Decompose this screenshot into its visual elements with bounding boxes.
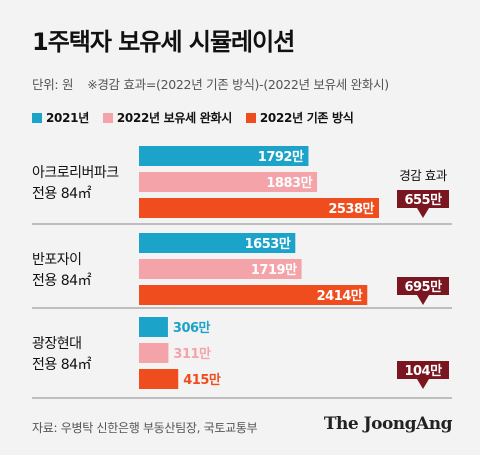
bar-2021 <box>139 233 296 253</box>
data-label-2022-existing: 2414만 <box>317 288 363 304</box>
bar-2022-relief <box>139 343 169 363</box>
bar-2021 <box>139 146 309 166</box>
chart-title: 1주택자 보유세 시뮬레이션 <box>32 28 295 56</box>
bar-2022-relief <box>139 259 302 279</box>
legend-swatch-2022-existing <box>245 113 256 123</box>
legend-swatch-2022-relief <box>102 113 113 123</box>
source-note: 자료: 우병탁 신한은행 부동산팀장, 국토교통부 <box>32 421 258 435</box>
category-sublabel: 전용 84㎡ <box>32 186 92 202</box>
data-label-2022-relief: 1883만 <box>266 175 312 191</box>
reduction-value: 104만 <box>404 363 442 379</box>
chart-subtitle: 단위: 원 ※경감 효과=(2022년 기존 방식)-(2022년 보유세 완화시… <box>32 74 389 93</box>
data-label-2022-relief: 1719만 <box>251 262 297 278</box>
category-label: 아크로리버파크 <box>32 165 119 181</box>
data-label-2021: 1792만 <box>258 149 304 165</box>
legend-label-2022-relief: 2022년 보유세 완화시 <box>116 111 232 125</box>
legend: 2021년 2022년 보유세 완화시 2022년 기존 방식 <box>32 109 364 126</box>
legend-label-2021: 2021년 <box>46 111 89 125</box>
legend-item-2021: 2021년 <box>32 109 89 126</box>
category-label: 광장현대 <box>32 336 82 352</box>
category-sublabel: 전용 84㎡ <box>32 357 92 373</box>
data-label-2022-existing: 415만 <box>183 372 221 388</box>
reduction-arrow <box>397 190 449 218</box>
reduction-header: 경감 효과 <box>399 168 447 183</box>
reduction-arrow <box>397 361 449 389</box>
category-sublabel: 전용 84㎡ <box>32 273 92 289</box>
data-label-2021: 1653만 <box>245 236 291 252</box>
legend-label-2022-existing: 2022년 기존 방식 <box>259 111 354 125</box>
data-label-2022-existing: 2538만 <box>328 201 374 217</box>
reduction-arrow <box>397 277 449 305</box>
bar-2022-existing <box>139 198 379 218</box>
legend-item-2022-relief: 2022년 보유세 완화시 <box>102 109 232 126</box>
unit-label: 단위: 원 <box>32 77 74 92</box>
brand-logo: The JoongAng <box>323 414 453 434</box>
bar-2022-existing <box>139 285 368 305</box>
legend-item-2022-existing: 2022년 기존 방식 <box>245 109 354 126</box>
bar-2022-existing <box>139 369 179 389</box>
note-label: ※경감 효과=(2022년 기존 방식)-(2022년 보유세 완화시) <box>87 77 389 92</box>
bar-2021 <box>139 317 168 337</box>
bar-2022-relief <box>139 172 318 192</box>
reduction-value: 695만 <box>404 279 442 295</box>
category-label: 반포자이 <box>32 252 82 268</box>
legend-swatch-2021 <box>32 113 42 123</box>
reduction-value: 655만 <box>404 192 442 208</box>
data-label-2022-relief: 311만 <box>173 346 211 362</box>
data-label-2021: 306만 <box>173 320 211 336</box>
